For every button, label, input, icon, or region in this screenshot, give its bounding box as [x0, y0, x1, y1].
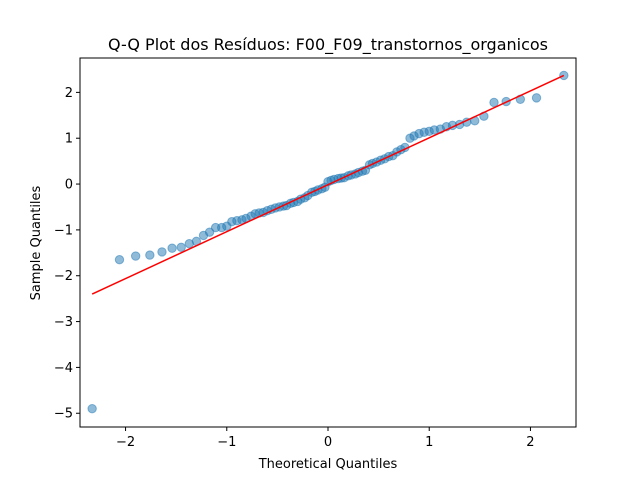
x-tick-label: 1	[425, 435, 433, 450]
chart-title: Q-Q Plot dos Resíduos: F00_F09_transtorn…	[108, 35, 548, 55]
y-tick-label: −2	[54, 269, 73, 284]
x-tick-label: −2	[116, 435, 135, 450]
x-axis-label: Theoretical Quantiles	[258, 457, 398, 472]
x-tick-label: 2	[526, 435, 534, 450]
y-tick-label: 0	[65, 178, 73, 193]
y-tick-label: −3	[54, 315, 73, 330]
x-tick-label: −1	[217, 435, 236, 450]
data-point	[167, 243, 177, 253]
y-tick-label: 2	[65, 86, 73, 101]
y-tick-label: −5	[54, 407, 73, 422]
data-point	[114, 254, 125, 265]
axes-frame	[79, 57, 577, 428]
data-point	[157, 247, 167, 257]
y-tick-label: 1	[65, 132, 73, 147]
x-tick-label: 0	[324, 435, 332, 450]
data-point	[489, 97, 499, 108]
reference-line	[91, 74, 565, 295]
data-point	[145, 250, 155, 260]
y-tick-label: −4	[54, 361, 73, 376]
y-axis-label: Sample Quantiles	[29, 185, 44, 300]
plot-area	[87, 70, 569, 414]
data-point	[130, 251, 141, 261]
y-tick-label: −1	[54, 223, 73, 238]
data-point	[87, 403, 97, 414]
axis-ticks: −2 −1 0 1 2 −5 −4 −3 −2 −1 0 1 2	[54, 86, 535, 450]
data-point	[176, 242, 186, 253]
data-point	[531, 93, 542, 103]
